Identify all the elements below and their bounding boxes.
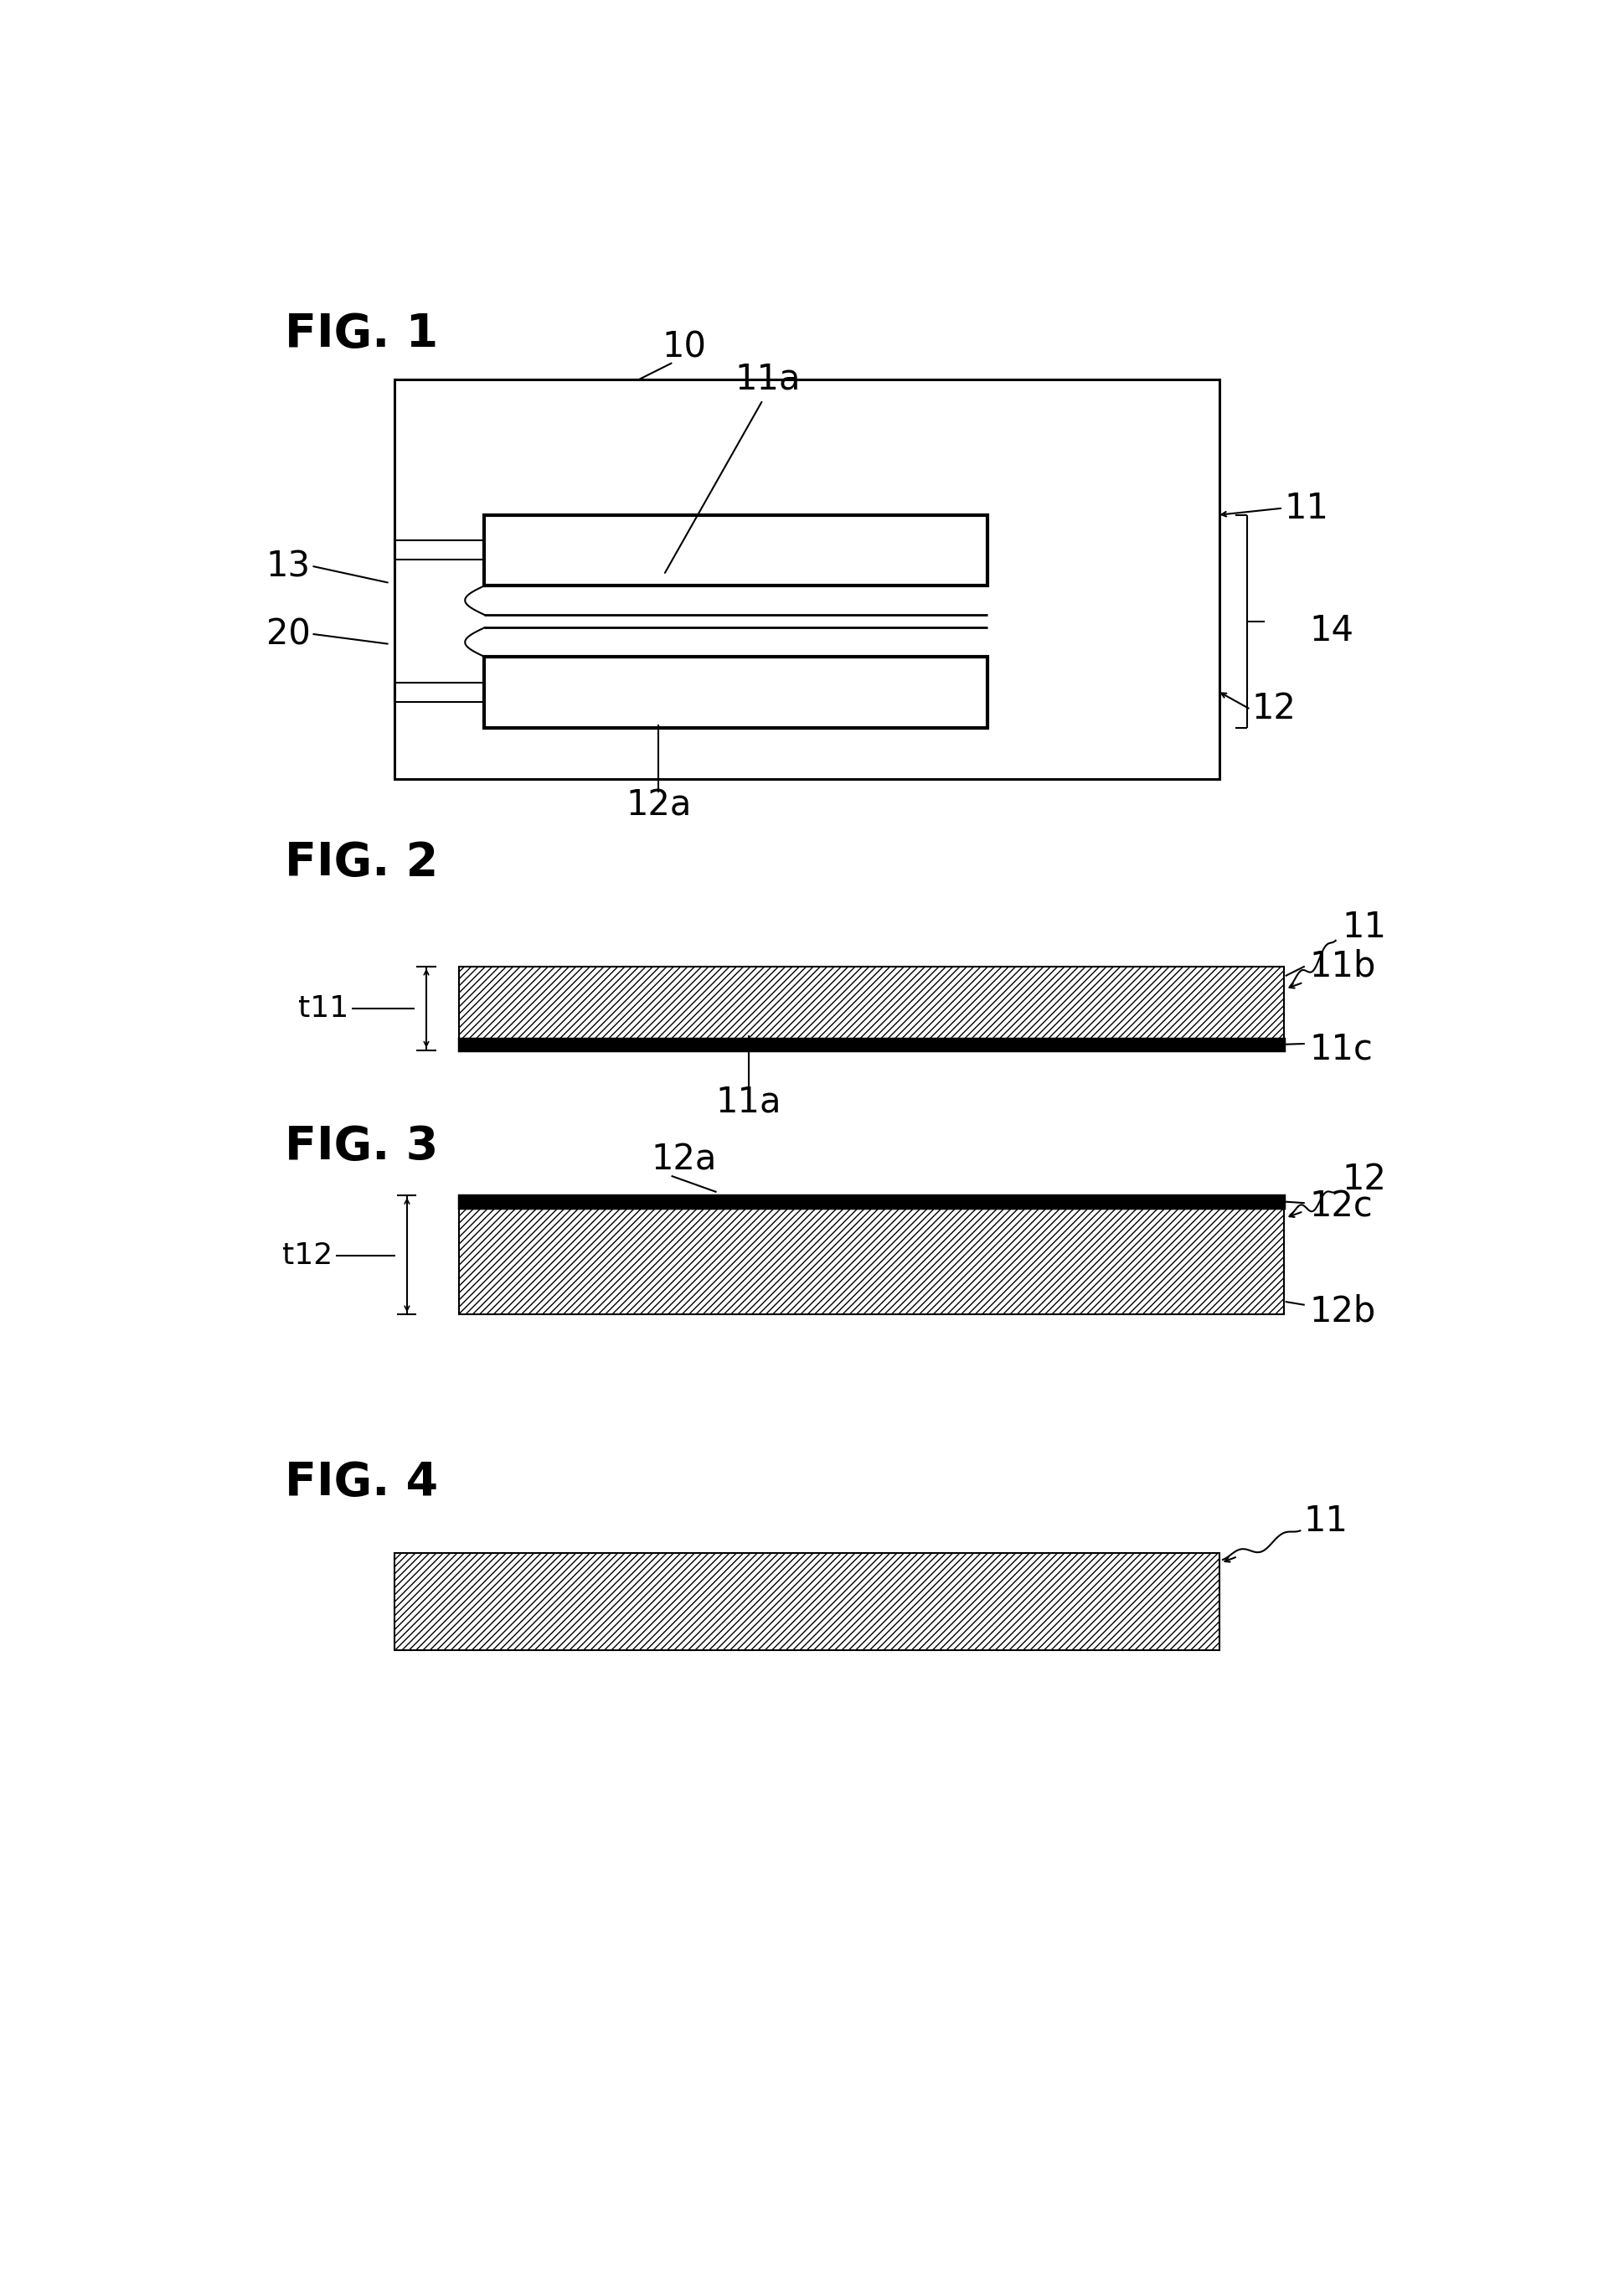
- Text: 12: 12: [1252, 691, 1296, 726]
- Text: 20: 20: [266, 618, 310, 652]
- Bar: [484, 657, 987, 728]
- Bar: [395, 1554, 1220, 1651]
- Text: 11: 11: [1285, 491, 1328, 526]
- Text: 14: 14: [1311, 613, 1354, 647]
- Text: 10: 10: [663, 331, 706, 365]
- Bar: [458, 1196, 1285, 1208]
- Text: 13: 13: [266, 549, 310, 583]
- Text: 12c: 12c: [1311, 1189, 1374, 1224]
- Bar: [458, 1208, 1285, 1316]
- Text: FIG. 1: FIG. 1: [284, 312, 438, 356]
- Bar: [395, 379, 1220, 778]
- Text: FIG. 3: FIG. 3: [284, 1125, 438, 1169]
- Text: t12: t12: [283, 1242, 333, 1270]
- Text: 12: 12: [1341, 1162, 1387, 1196]
- Text: 12b: 12b: [1311, 1293, 1376, 1329]
- Bar: [458, 967, 1285, 1038]
- Text: 12a: 12a: [625, 788, 692, 822]
- Text: FIG. 4: FIG. 4: [284, 1460, 438, 1504]
- Text: 11b: 11b: [1311, 948, 1376, 985]
- Text: t11: t11: [299, 994, 349, 1022]
- Text: 11a: 11a: [716, 1084, 781, 1120]
- Bar: [484, 514, 987, 585]
- Bar: [458, 1038, 1285, 1049]
- Text: 11: 11: [1304, 1504, 1348, 1538]
- Text: 11: 11: [1341, 909, 1387, 946]
- Text: FIG. 2: FIG. 2: [284, 840, 438, 886]
- Text: 12a: 12a: [651, 1141, 718, 1178]
- Text: 11c: 11c: [1311, 1031, 1374, 1065]
- Text: 11a: 11a: [736, 363, 801, 397]
